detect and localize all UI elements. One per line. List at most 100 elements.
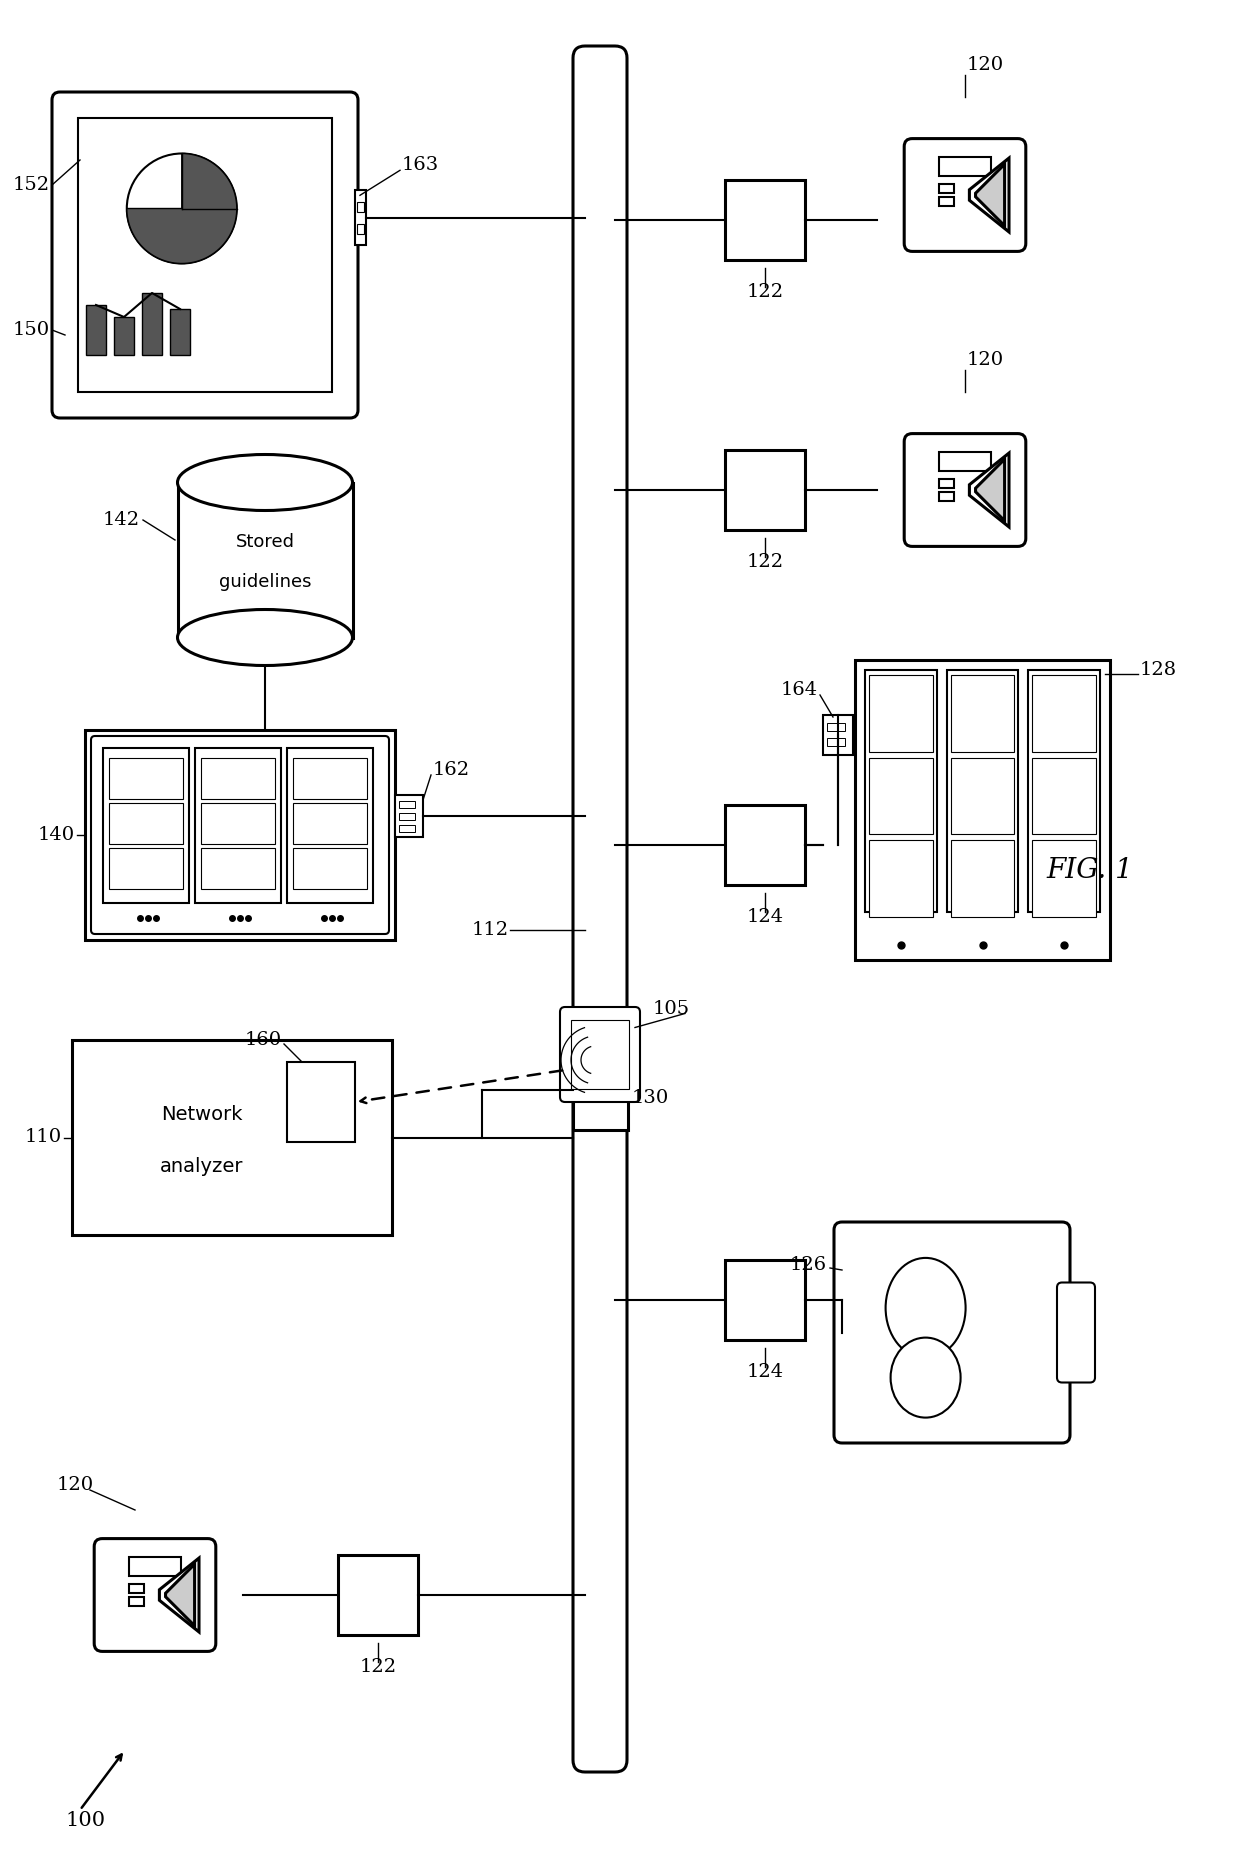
Bar <box>86 305 105 356</box>
Bar <box>86 730 396 940</box>
Text: 120: 120 <box>966 56 1003 75</box>
FancyBboxPatch shape <box>94 1539 216 1651</box>
Bar <box>399 801 415 809</box>
Text: 122: 122 <box>746 552 784 571</box>
Text: 164: 164 <box>781 681 818 698</box>
Bar <box>143 294 162 356</box>
Bar <box>129 1558 181 1576</box>
Text: 128: 128 <box>1140 661 1177 680</box>
Text: analyzer: analyzer <box>160 1157 244 1176</box>
Ellipse shape <box>177 455 352 511</box>
Bar <box>856 661 1110 960</box>
Bar <box>1033 758 1096 835</box>
Bar <box>195 749 281 902</box>
Bar <box>201 758 275 799</box>
Bar <box>869 676 932 753</box>
Polygon shape <box>166 1565 195 1625</box>
Text: 163: 163 <box>402 155 439 174</box>
Text: 140: 140 <box>38 826 74 844</box>
Text: 152: 152 <box>12 176 50 195</box>
Bar <box>570 1020 629 1090</box>
Bar <box>939 479 955 489</box>
Bar <box>103 749 188 902</box>
Bar <box>339 1556 418 1634</box>
Bar <box>869 841 932 917</box>
Text: 160: 160 <box>244 1031 281 1048</box>
Bar <box>725 449 805 530</box>
Bar <box>869 758 932 835</box>
Text: 124: 124 <box>746 1363 784 1382</box>
Ellipse shape <box>890 1338 961 1417</box>
Ellipse shape <box>177 610 352 666</box>
Bar <box>1033 676 1096 753</box>
Bar <box>129 1584 144 1593</box>
FancyBboxPatch shape <box>904 434 1025 547</box>
Bar <box>286 749 373 902</box>
Bar <box>939 451 992 472</box>
Text: 110: 110 <box>25 1129 62 1146</box>
FancyBboxPatch shape <box>52 92 358 417</box>
Polygon shape <box>126 154 237 264</box>
FancyBboxPatch shape <box>835 1222 1070 1443</box>
Bar <box>939 185 955 193</box>
FancyBboxPatch shape <box>91 736 389 934</box>
Bar <box>725 805 805 885</box>
Bar <box>293 848 367 889</box>
Text: 120: 120 <box>966 350 1003 369</box>
Bar <box>827 738 844 747</box>
Text: 100: 100 <box>64 1810 105 1829</box>
Bar <box>939 197 955 206</box>
Polygon shape <box>976 165 1004 227</box>
Bar <box>109 848 184 889</box>
Text: Stored: Stored <box>236 534 295 550</box>
Polygon shape <box>976 459 1004 520</box>
Bar <box>293 758 367 799</box>
Bar <box>399 812 415 820</box>
Text: 105: 105 <box>653 1000 689 1018</box>
Bar <box>866 670 936 912</box>
FancyBboxPatch shape <box>573 47 627 1773</box>
Bar <box>78 118 332 391</box>
Text: 130: 130 <box>631 1090 668 1106</box>
FancyBboxPatch shape <box>1056 1282 1095 1383</box>
Bar <box>114 316 134 356</box>
Bar <box>293 803 367 844</box>
Bar <box>201 848 275 889</box>
Text: 124: 124 <box>746 908 784 927</box>
Text: guidelines: guidelines <box>218 573 311 592</box>
Bar <box>355 191 366 245</box>
Bar <box>72 1041 392 1236</box>
Bar <box>951 758 1014 835</box>
Text: 162: 162 <box>433 762 470 779</box>
Bar <box>725 180 805 260</box>
Text: Network: Network <box>161 1104 243 1123</box>
Bar <box>177 483 352 638</box>
Text: FIG. 1: FIG. 1 <box>1047 857 1133 884</box>
Text: 142: 142 <box>103 511 140 530</box>
FancyBboxPatch shape <box>560 1007 640 1103</box>
Bar <box>939 157 992 176</box>
Bar <box>1028 670 1100 912</box>
Bar <box>109 758 184 799</box>
Bar <box>170 309 190 356</box>
Bar <box>109 803 184 844</box>
Text: 122: 122 <box>360 1659 397 1675</box>
Bar <box>399 826 415 831</box>
Bar <box>357 202 365 212</box>
Polygon shape <box>970 453 1009 526</box>
Bar <box>951 841 1014 917</box>
Bar <box>396 796 423 837</box>
Text: 126: 126 <box>790 1256 827 1275</box>
FancyBboxPatch shape <box>904 139 1025 251</box>
Polygon shape <box>970 157 1009 232</box>
Text: 120: 120 <box>57 1475 93 1494</box>
Bar <box>286 1061 355 1142</box>
Text: 122: 122 <box>746 283 784 301</box>
Text: 112: 112 <box>471 921 508 940</box>
Bar <box>1033 841 1096 917</box>
Bar <box>573 1050 627 1131</box>
Bar <box>951 676 1014 753</box>
Bar <box>946 670 1018 912</box>
Polygon shape <box>160 1558 198 1632</box>
Bar <box>827 723 844 730</box>
